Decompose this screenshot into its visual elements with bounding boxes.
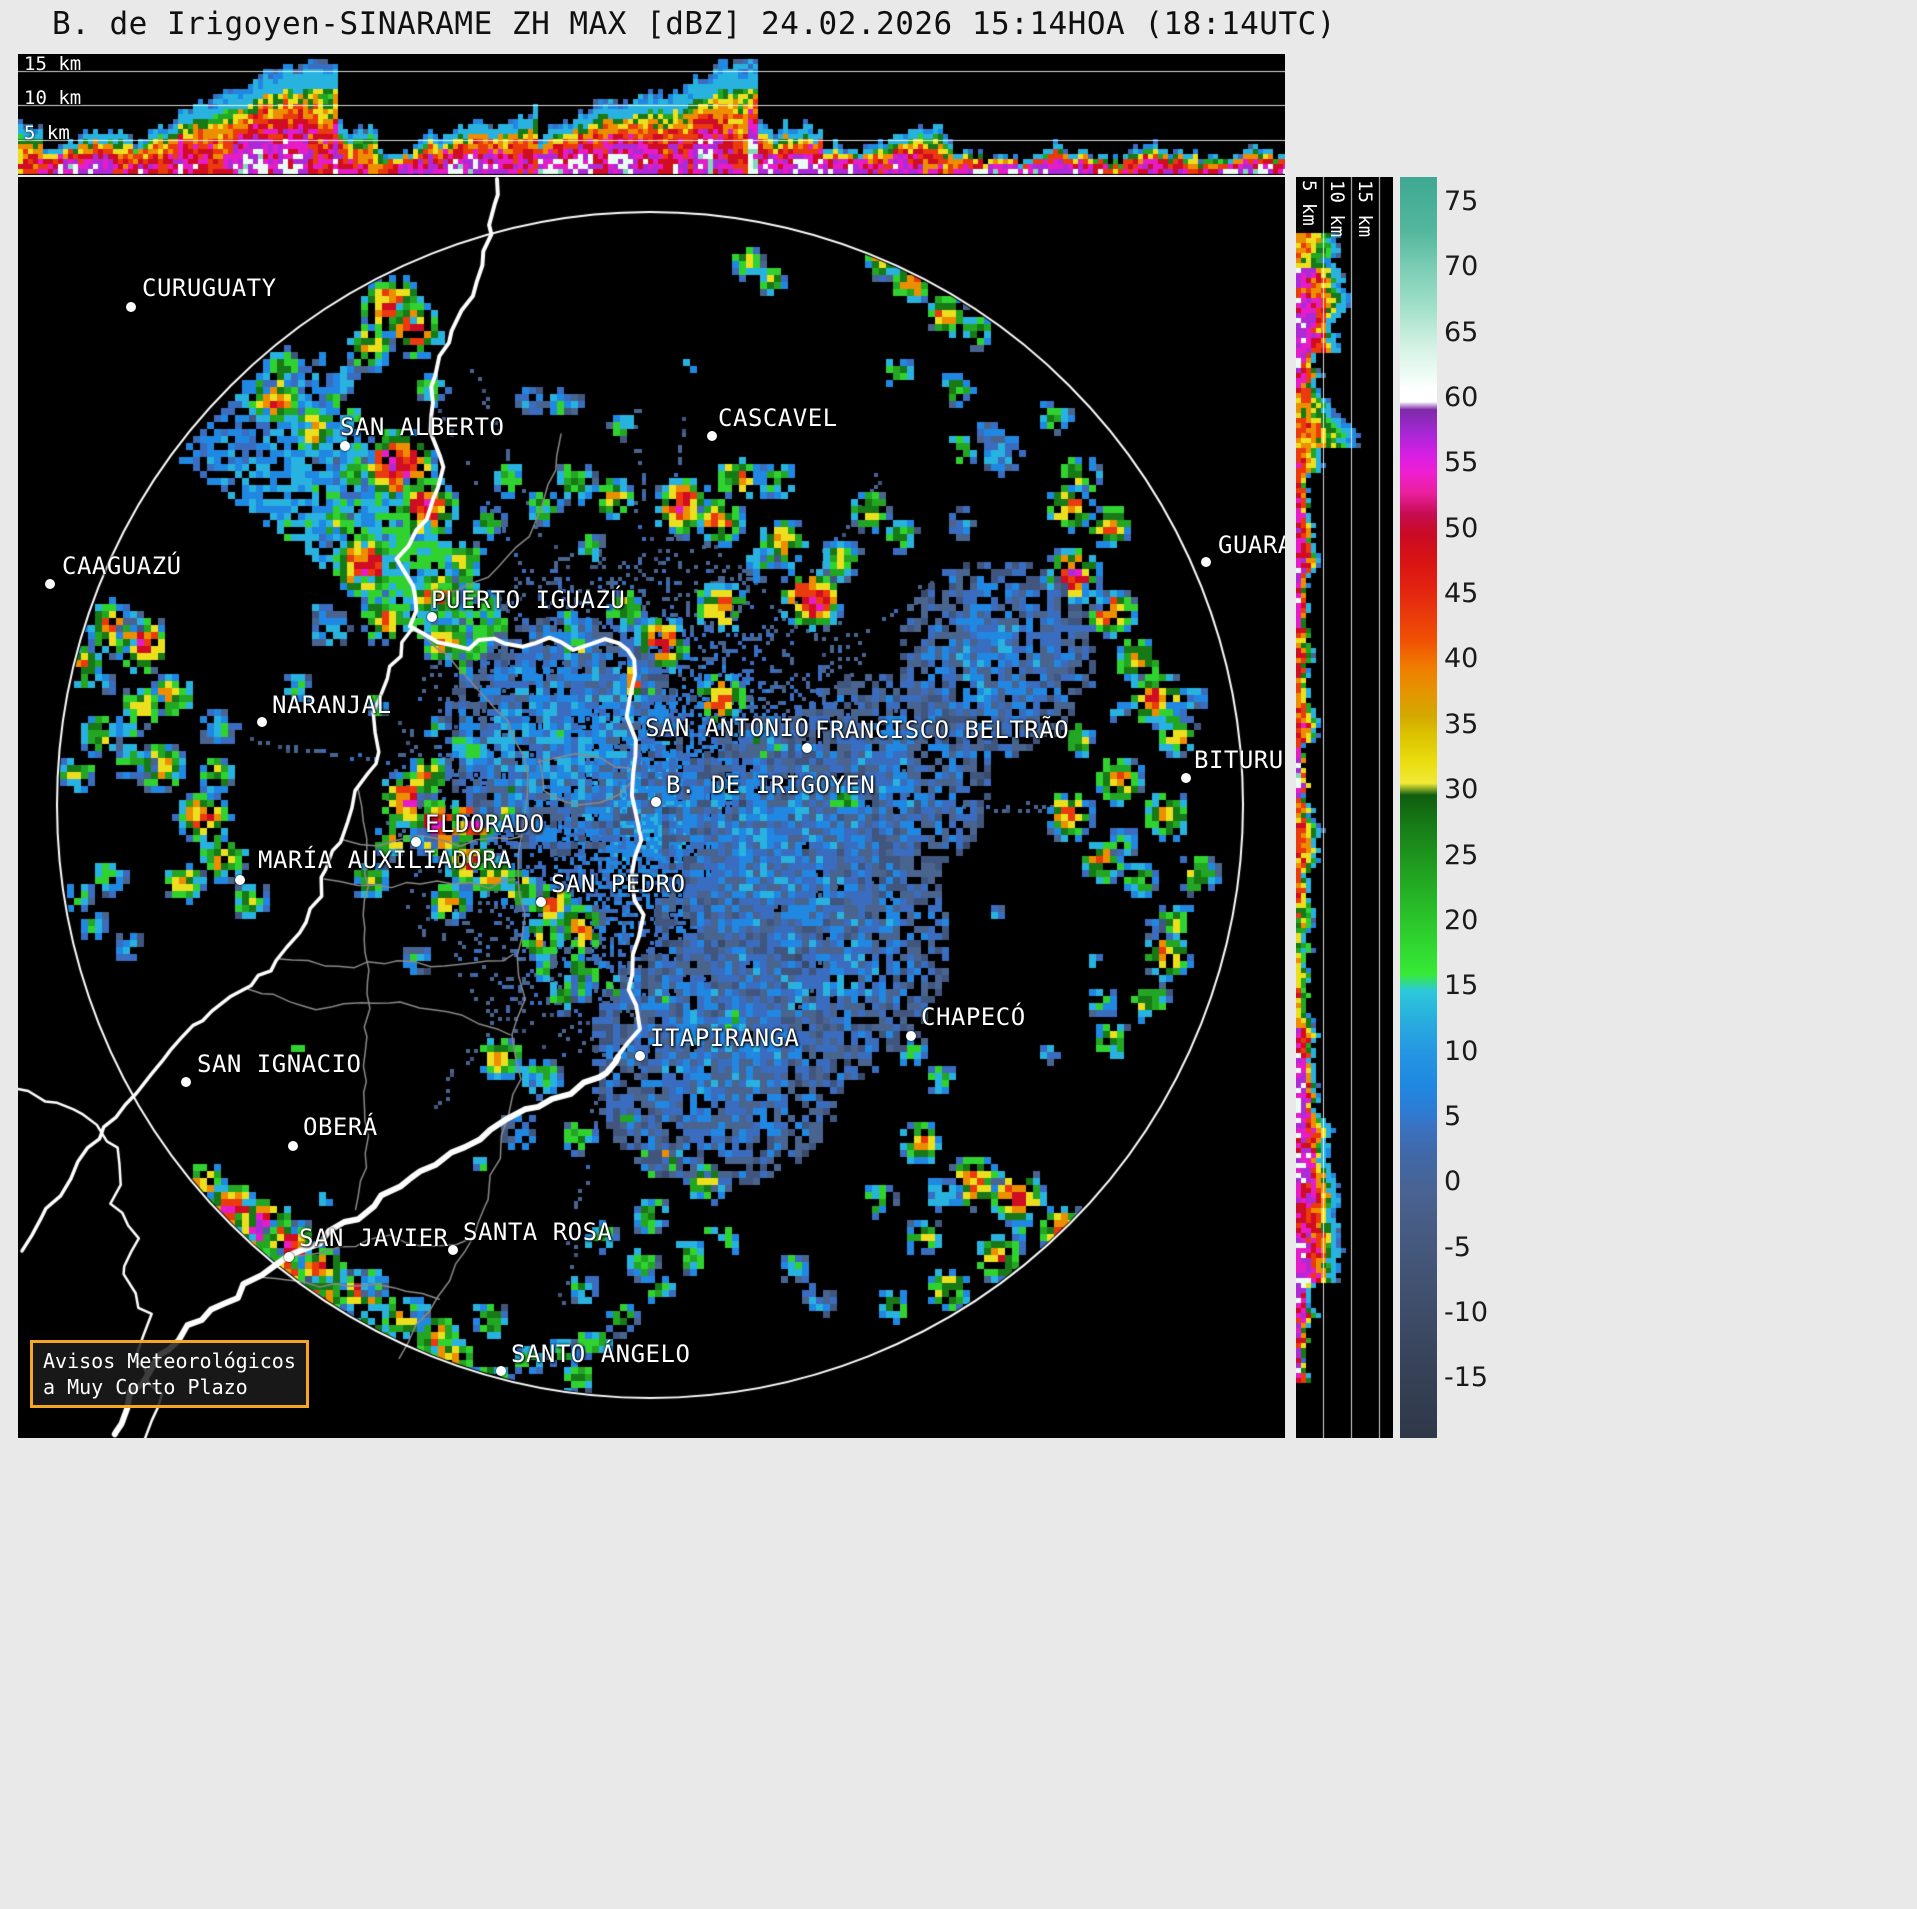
city-marker-san-alberto [340, 441, 350, 451]
city-label-obera: OBERÁ [303, 1113, 378, 1141]
city-label-santa-rosa: SANTA ROSA [463, 1218, 613, 1246]
city-label-san-pedro: SAN PEDRO [551, 870, 686, 898]
altitude-label-10-km: 10 km [24, 87, 82, 109]
city-marker-santa-rosa [448, 1245, 458, 1255]
colorbar-tick-labels: 75 70 65 60 55 50 45 40 35 30 25 20 15 10 5 0 -5 -10 -15 [1444, 177, 1534, 1438]
colorbar-tick-40: 40 [1444, 643, 1479, 675]
altitude-label-15-km: 15 km [1354, 180, 1376, 238]
altitude-label-5-km: 5 km [1298, 180, 1320, 226]
city-label-bituru: BITURU [1194, 746, 1284, 774]
warning-line-2: a Muy Corto Plazo [43, 1375, 248, 1399]
colorbar-tick-75: 75 [1444, 186, 1479, 218]
altitude-label-15-km: 15 km [24, 54, 82, 75]
colorbar-tick-45: 45 [1444, 578, 1479, 610]
city-marker-chapeco [906, 1031, 916, 1041]
colorbar-tick--10: -10 [1444, 1296, 1489, 1328]
city-label-francisco-beltra-o: FRANCISCO BELTRÃO [815, 716, 1070, 744]
warning-box: Avisos Meteorológicos a Muy Corto Plazo [30, 1340, 309, 1408]
colorbar-tick--5: -5 [1444, 1231, 1471, 1263]
city-marker-guara [1201, 557, 1211, 567]
colorbar-tick-35: 35 [1444, 708, 1479, 740]
colorbar-tick-15: 15 [1444, 970, 1479, 1002]
city-label-itapiranga: ITAPIRANGA [650, 1024, 800, 1052]
city-marker-mari-a-auxiliadora [235, 875, 245, 885]
city-label-caaguazu: CAAGUAZÚ [62, 552, 182, 580]
colorbar-tick-0: 0 [1444, 1166, 1462, 1198]
city-label-puerto-iguazu: PUERTO IGUAZÚ [431, 586, 626, 614]
side-profile-canvas [1296, 177, 1393, 1438]
colorbar-tick-70: 70 [1444, 251, 1479, 283]
colorbar-tick--15: -15 [1444, 1362, 1489, 1394]
city-label-guara: GUARA [1218, 531, 1285, 559]
city-marker-itapiranga [635, 1051, 645, 1061]
altitude-label-5-km: 5 km [24, 122, 70, 144]
city-marker-obera [288, 1141, 298, 1151]
top-profile-canvas [18, 54, 1285, 175]
city-label-mari-a-auxiliadora: MARÍA AUXILIADORA [258, 846, 513, 874]
colorbar-tick-65: 65 [1444, 316, 1479, 348]
side-altitude-profile-panel: 5 km 10 km 15 km [1296, 177, 1393, 1438]
product-title: B. de Irigoyen-SINARAME ZH MAX [dBZ] 24.… [52, 6, 1336, 42]
top-altitude-profile-panel: 15 km 10 km 5 km [18, 54, 1285, 175]
city-label-cascavel: CASCAVEL [718, 404, 838, 432]
city-label-santo-a-ngelo: SANTO ÁNGELO [511, 1340, 691, 1368]
colorbar-tick-5: 5 [1444, 1100, 1462, 1132]
city-label-b-de-irigoyen: B. DE IRIGOYEN [666, 771, 876, 799]
city-marker-cascavel [707, 431, 717, 441]
colorbar-tick-20: 20 [1444, 904, 1479, 936]
radar-map-canvas [18, 177, 1285, 1438]
colorbar-tick-55: 55 [1444, 447, 1479, 479]
colorbar-tick-25: 25 [1444, 839, 1479, 871]
city-marker-b-de-irigoyen [651, 797, 661, 807]
city-label-curuguaty: CURUGUATY [142, 274, 277, 302]
city-marker-san-pedro [536, 897, 546, 907]
city-marker-eldorado [411, 837, 421, 847]
city-marker-san-javier [284, 1252, 294, 1262]
city-label-naranjal: NARANJAL [272, 691, 392, 719]
city-label-chapeco: CHAPECÓ [921, 1003, 1026, 1031]
colorbar-tick-60: 60 [1444, 382, 1479, 414]
colorbar-tick-10: 10 [1444, 1035, 1479, 1067]
city-label-san-alberto: SAN ALBERTO [340, 413, 505, 441]
footer: Servicio Meteorológico Nacional Argentin… [0, 1438, 1917, 1909]
colorbar-tick-50: 50 [1444, 512, 1479, 544]
city-marker-curuguaty [126, 302, 136, 312]
city-label-san-javier: SAN JAVIER [299, 1224, 449, 1252]
city-marker-naranjal [257, 717, 267, 727]
warning-line-1: Avisos Meteorológicos [43, 1349, 296, 1373]
city-marker-francisco-beltra-o [802, 743, 812, 753]
city-marker-santo-a-ngelo [496, 1366, 506, 1376]
colorbar-tick-30: 30 [1444, 774, 1479, 806]
city-marker-caaguazu [45, 579, 55, 589]
dbz-colorbar [1400, 177, 1437, 1438]
city-label-san-antonio: SAN ANTONIO [645, 714, 810, 742]
city-marker-san-ignacio [181, 1077, 191, 1087]
radar-map-panel: CURUGUATY SAN ALBERTO CASCAVEL CAAGUAZÚ GUAR… [18, 177, 1285, 1438]
city-marker-puerto-iguazu [427, 612, 437, 622]
city-label-eldorado: ELDORADO [425, 810, 545, 838]
city-label-san-ignacio: SAN IGNACIO [197, 1050, 362, 1078]
city-marker-bituru [1181, 773, 1191, 783]
altitude-label-10-km: 10 km [1326, 180, 1348, 238]
